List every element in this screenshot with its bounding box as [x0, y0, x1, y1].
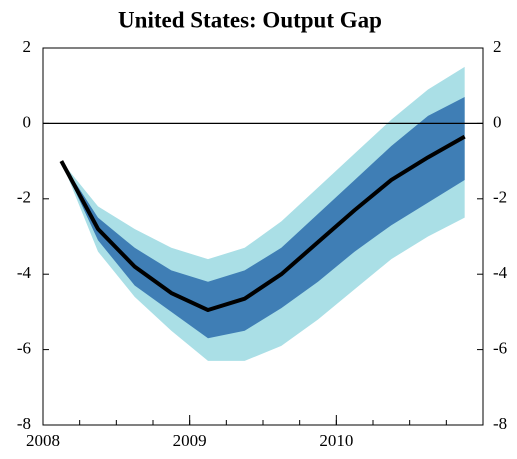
central-line: [59, 134, 466, 313]
x-tick-label: 2008: [26, 431, 60, 450]
x-tick-label: 2010: [319, 431, 353, 450]
y2-tick-label: -2: [493, 188, 507, 207]
y2-tick-label: -8: [493, 414, 507, 433]
y2-tick-label: -4: [493, 263, 508, 282]
y2-tick-label: -6: [493, 339, 507, 358]
chart-title: United States: Output Gap: [118, 7, 382, 32]
fan-band: [61, 97, 465, 339]
y-tick-label: -4: [17, 263, 32, 282]
y2-tick-label: 2: [493, 37, 502, 56]
y-tick-label: -6: [17, 339, 31, 358]
y-tick-label: -8: [17, 414, 31, 433]
y2-tick-label: 0: [493, 112, 502, 131]
x-tick-label: 2009: [173, 431, 207, 450]
y-tick-label: 2: [23, 37, 32, 56]
y-tick-label: -2: [17, 188, 31, 207]
y-tick-label: 0: [23, 112, 32, 131]
